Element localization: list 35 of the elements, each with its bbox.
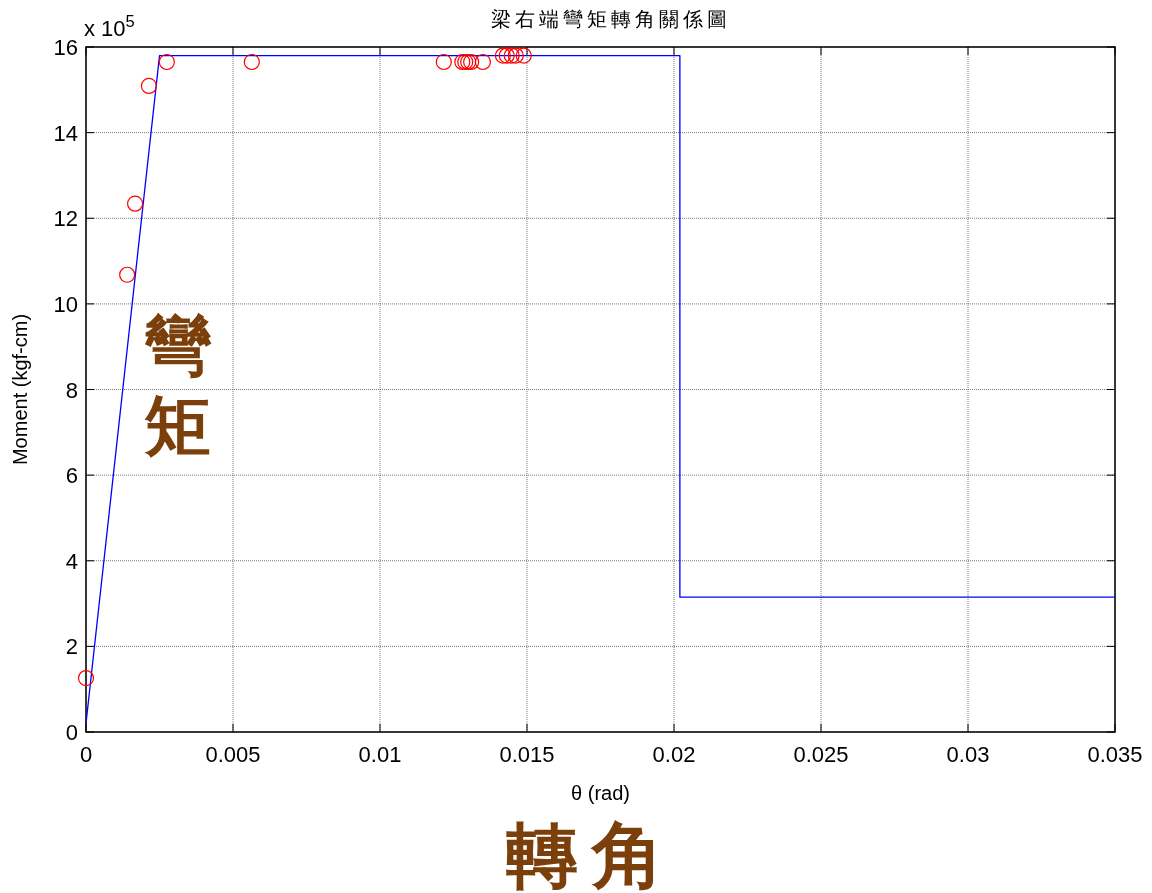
point (515, 47, 532, 64)
point (474, 53, 491, 71)
y-tick-label: 6 (65, 463, 78, 489)
annotation: 彎矩 (144, 309, 212, 463)
point (158, 53, 175, 71)
point (127, 195, 144, 212)
x-tick-label: 0.03 (946, 742, 990, 767)
y-tick-label: 4 (65, 548, 78, 574)
y-tick-label: 0 (65, 720, 78, 745)
x-tick-label: 0.035 (1087, 742, 1143, 767)
y-tick-label: 12 (53, 206, 78, 232)
y-axis-title: Moment (kgf-cm) (9, 313, 31, 466)
point (498, 47, 515, 64)
y-tick-label: 8 (65, 377, 78, 403)
point (494, 47, 511, 64)
x-tick-label: 0.02 (652, 742, 696, 767)
point (77, 669, 95, 687)
point (243, 53, 260, 71)
x-tick-label: 0.005 (205, 742, 261, 767)
x-tick-label: 0.015 (499, 742, 555, 767)
point (435, 53, 452, 71)
chart-title: 梁右端彎矩轉角關係圖 (490, 8, 731, 30)
text: 轉角 (506, 815, 678, 893)
point (119, 266, 136, 283)
point (140, 77, 158, 95)
y-tick-label: 14 (53, 120, 78, 146)
y-tick-label: 16 (53, 35, 78, 60)
point (503, 47, 520, 64)
text: x 10$^{5}$ (84, 12, 135, 41)
x-tick-label: 0.025 (793, 742, 849, 767)
point (507, 47, 524, 64)
x-axis-title: θ (rad) (571, 782, 630, 804)
y-tick-label: 2 (65, 634, 78, 660)
x-tick-label: 0.01 (358, 742, 402, 767)
y-tick-label: 10 (53, 291, 78, 317)
